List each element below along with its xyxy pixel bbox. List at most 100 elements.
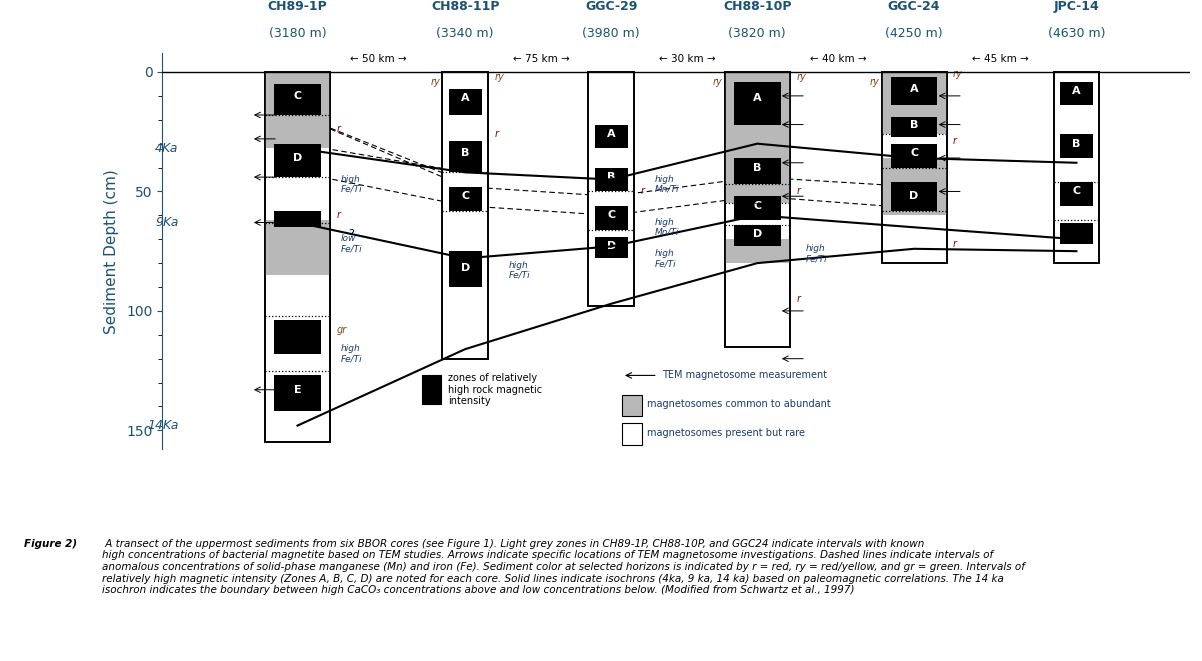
Bar [725, 72, 790, 204]
Bar [881, 72, 946, 263]
Text: GGC-29: GGC-29 [585, 0, 637, 13]
Text: D: D [752, 229, 762, 239]
Text: A: A [460, 93, 470, 103]
Text: (3180 m): (3180 m) [269, 26, 326, 40]
Text: high
Mn/Ti: high Mn/Ti [655, 217, 679, 237]
Bar [1054, 72, 1099, 263]
Bar [891, 143, 938, 167]
Bar [274, 211, 321, 227]
Text: (4630 m): (4630 m) [1048, 26, 1105, 40]
Bar [891, 118, 938, 137]
Text: ry: ry [430, 77, 440, 87]
Text: low
Fe/Ti: low Fe/Ti [341, 234, 362, 254]
Text: (3340 m): (3340 m) [436, 26, 494, 40]
Text: B: B [910, 120, 918, 130]
Text: ry: ry [494, 72, 504, 82]
Text: A transect of the uppermost sediments from six BBOR cores (see Figure 1). Light : A transect of the uppermost sediments fr… [102, 539, 1025, 595]
Text: 14Ka: 14Ka [147, 419, 179, 432]
Text: ← 45 km →: ← 45 km → [972, 54, 1029, 64]
Text: 4Ka: 4Ka [155, 142, 179, 155]
Text: magnetosomes common to abundant: magnetosomes common to abundant [647, 399, 831, 409]
Text: high
Fe/Ti: high Fe/Ti [655, 249, 676, 268]
Bar [274, 143, 321, 177]
Text: ← 30 km →: ← 30 km → [659, 54, 715, 64]
Text: 9Ka: 9Ka [155, 216, 179, 229]
Bar [589, 72, 633, 306]
Text: (4250 m): (4250 m) [886, 26, 942, 40]
Bar [274, 321, 321, 354]
Bar [448, 186, 482, 211]
Bar [1060, 182, 1093, 206]
Bar [891, 77, 938, 106]
Text: D: D [607, 241, 615, 251]
Bar [725, 72, 790, 347]
Text: D: D [910, 191, 918, 201]
Text: C: C [607, 210, 615, 220]
Bar [589, 72, 633, 306]
Text: Figure 2): Figure 2) [24, 539, 77, 549]
Text: r: r [796, 294, 801, 304]
Text: r: r [953, 239, 957, 249]
Bar [595, 167, 627, 192]
Bar [1060, 134, 1093, 158]
Bar [448, 251, 482, 287]
Bar [448, 141, 482, 173]
Bar [274, 84, 321, 115]
Text: r: r [337, 210, 340, 220]
Text: high
Fe/Ti: high Fe/Ti [807, 244, 827, 263]
Text: high
Fe/Ti: high Fe/Ti [508, 260, 530, 280]
Text: A: A [1072, 86, 1081, 96]
Text: high
Mn/Ti: high Mn/Ti [655, 175, 679, 194]
Text: ← 75 km →: ← 75 km → [512, 54, 570, 64]
Text: high
Fe/Ti: high Fe/Ti [341, 175, 362, 194]
Text: (3980 m): (3980 m) [583, 26, 639, 40]
Text: ?: ? [349, 229, 355, 239]
Text: r: r [796, 186, 801, 196]
Text: ← 40 km →: ← 40 km → [810, 54, 867, 64]
Bar [734, 196, 780, 220]
Text: C: C [754, 201, 761, 211]
Bar [442, 72, 488, 359]
Bar [734, 225, 780, 247]
Text: CH88-11P: CH88-11P [432, 0, 499, 13]
Text: B: B [462, 148, 469, 158]
Text: magnetosomes present but rare: magnetosomes present but rare [647, 428, 805, 438]
Text: ry: ry [870, 77, 880, 87]
Bar [621, 395, 642, 416]
Bar [1060, 81, 1093, 106]
Text: E: E [293, 385, 302, 395]
Bar [595, 237, 627, 258]
Text: A: A [752, 93, 762, 103]
Text: r: r [337, 124, 340, 134]
Text: D: D [293, 153, 302, 163]
Text: D: D [460, 263, 470, 273]
Bar [264, 72, 329, 442]
Bar [422, 375, 441, 404]
Text: ry: ry [713, 77, 722, 87]
Bar [264, 72, 329, 442]
Bar [264, 220, 329, 275]
Text: CH88-10P: CH88-10P [724, 0, 791, 13]
Text: (3820 m): (3820 m) [728, 26, 786, 40]
Text: TEM magnetosome measurement: TEM magnetosome measurement [662, 370, 827, 381]
Text: C: C [1072, 186, 1081, 196]
Text: r: r [953, 136, 957, 146]
Text: gr: gr [337, 325, 346, 335]
Bar [274, 375, 321, 411]
Text: high
Fe/Ti: high Fe/Ti [341, 344, 362, 364]
Bar [734, 158, 780, 184]
Bar [1054, 72, 1099, 263]
Bar [448, 89, 482, 115]
Text: C: C [910, 148, 918, 158]
Y-axis label: Sediment Depth (cm): Sediment Depth (cm) [105, 169, 119, 334]
Bar [442, 72, 488, 359]
Text: B: B [1072, 139, 1081, 149]
Text: CH89-1P: CH89-1P [268, 0, 327, 13]
Text: C: C [293, 91, 302, 101]
Bar [734, 81, 780, 124]
Text: zones of relatively
high rock magnetic
intensity: zones of relatively high rock magnetic i… [448, 373, 542, 407]
Bar [725, 72, 790, 347]
Text: r: r [641, 186, 644, 196]
Bar [595, 206, 627, 229]
Text: A: A [607, 129, 615, 139]
